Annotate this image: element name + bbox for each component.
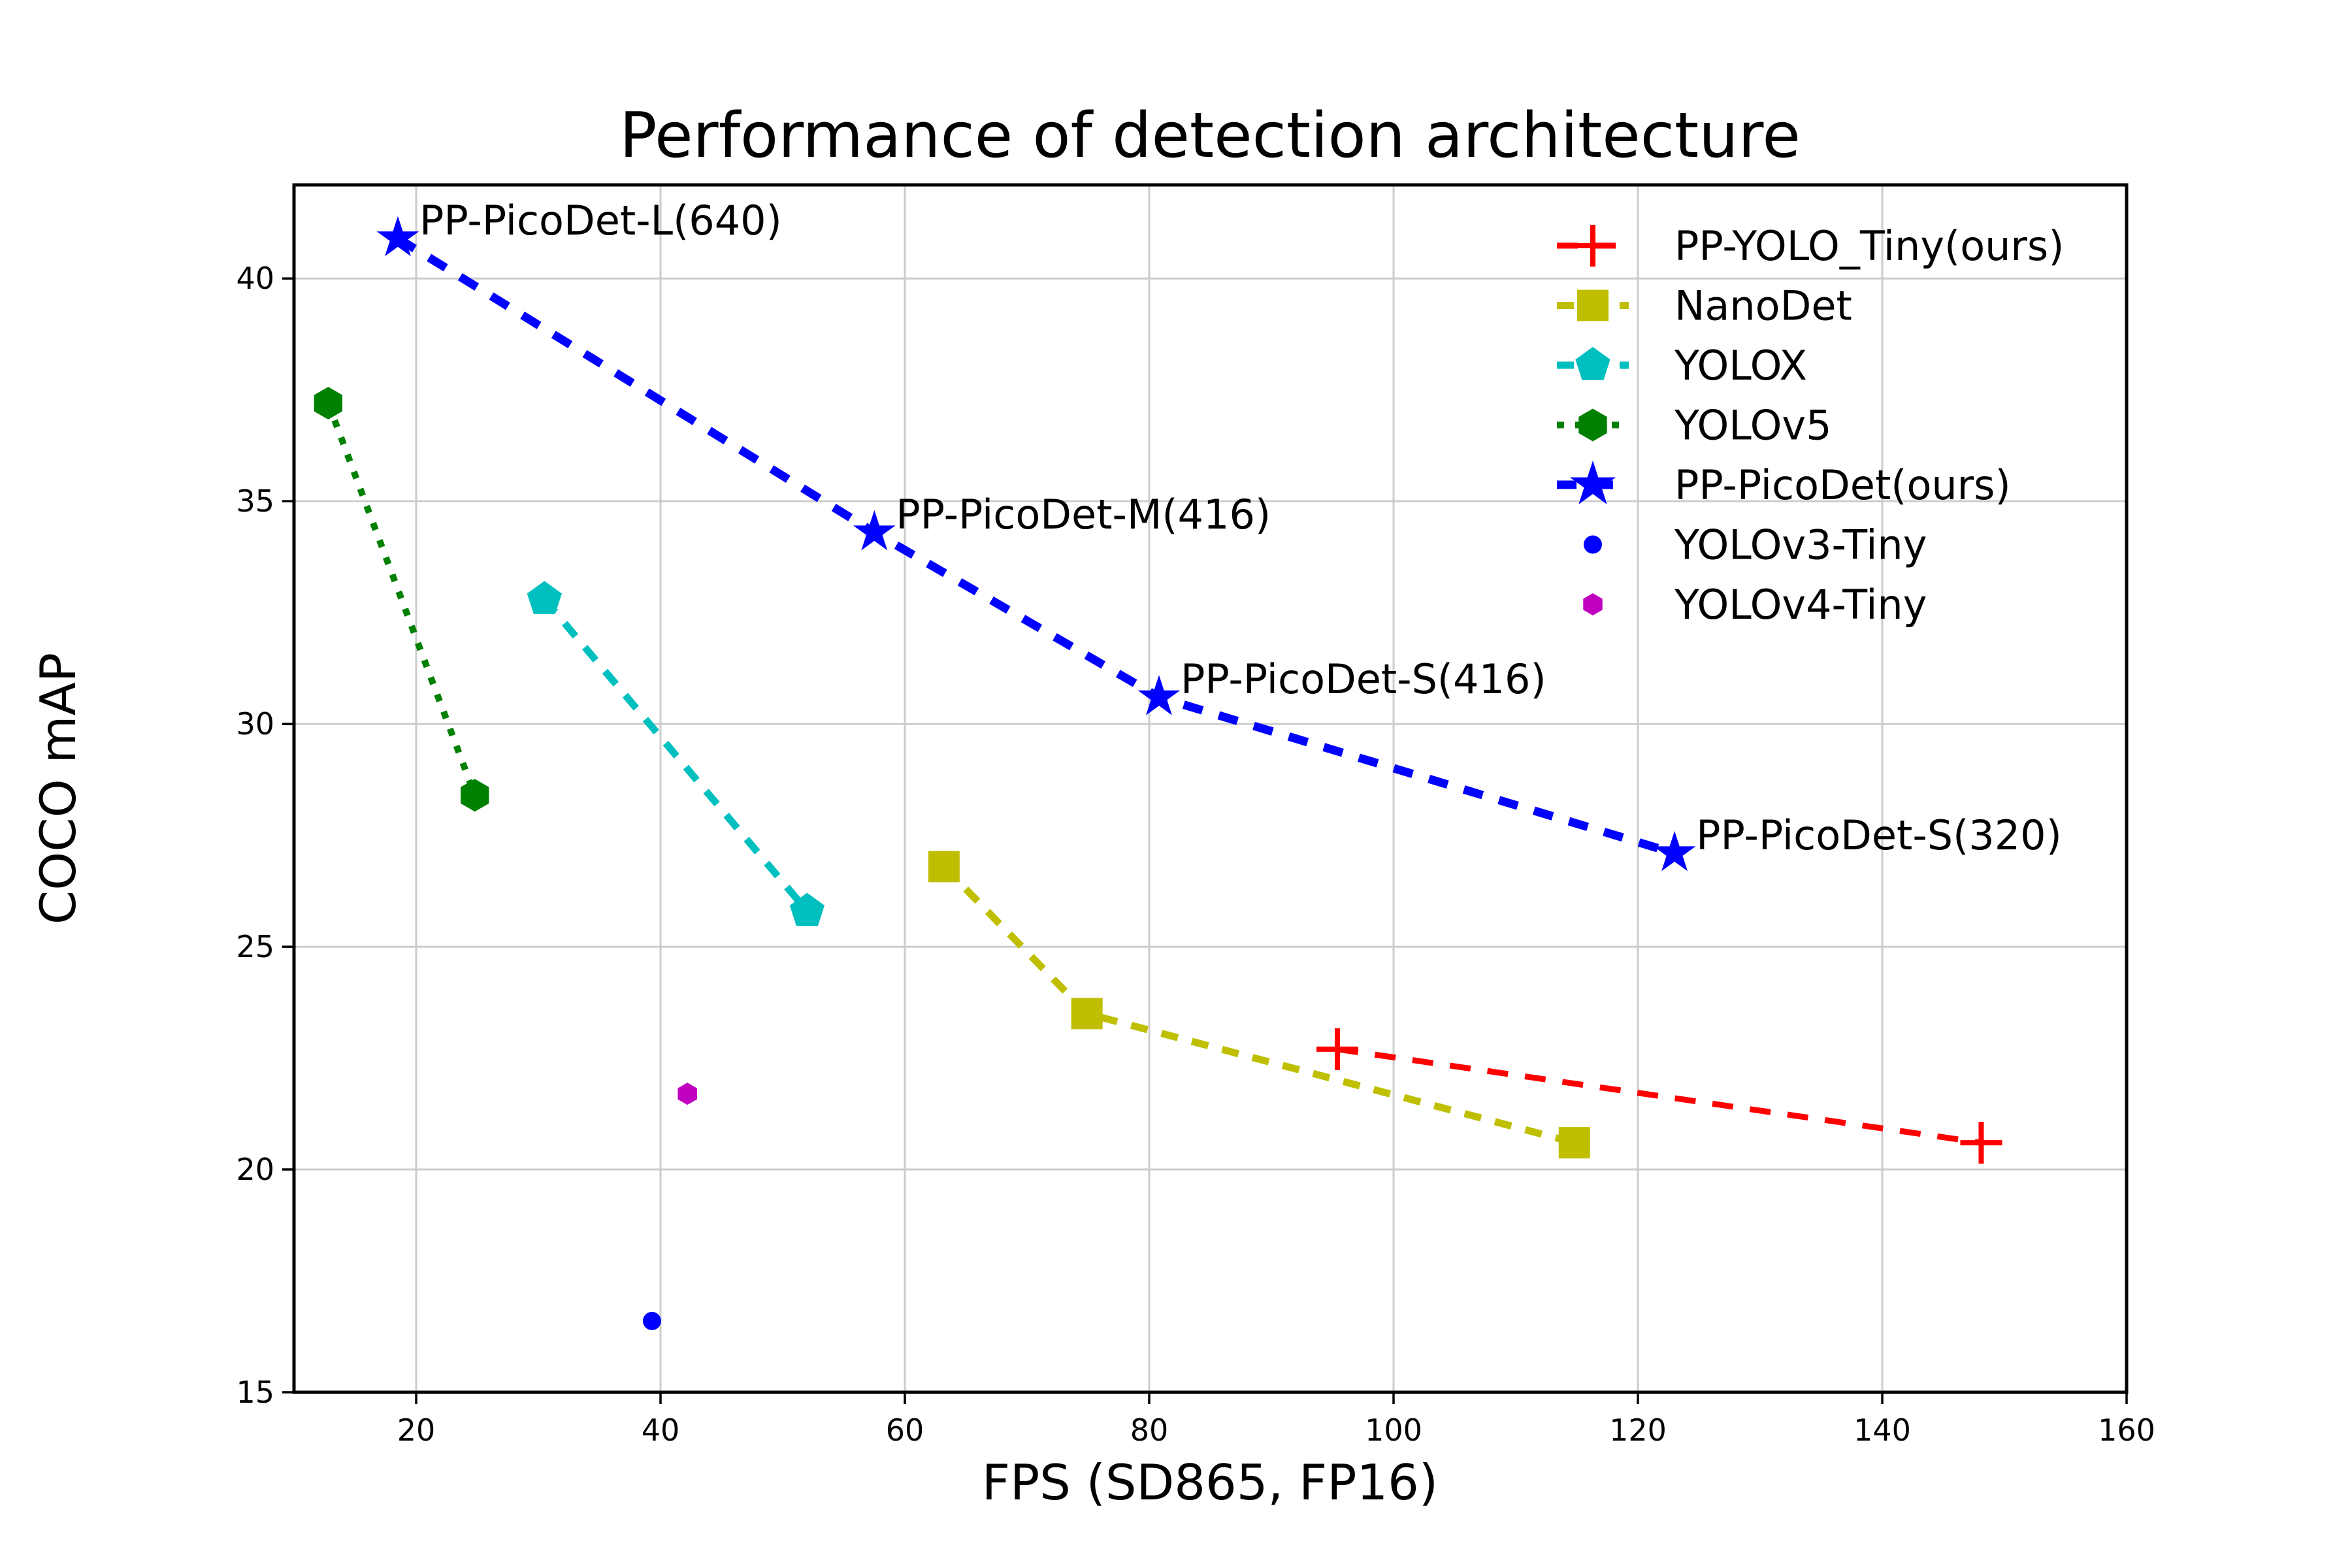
legend-item-NanoDet: NanoDet bbox=[1557, 282, 1852, 330]
series-line bbox=[395, 235, 1676, 858]
legend: PP-YOLO_Tiny(ours) NanoDet YOLOX YOLOv5 PP-P… bbox=[1557, 222, 2064, 629]
plus-marker bbox=[1316, 1028, 1358, 1070]
series-line bbox=[325, 402, 478, 796]
legend-item-YOLOv3-Tiny: YOLOv3-Tiny bbox=[1584, 521, 1927, 569]
annotation-PP-PicoDet-M(416): PP-PicoDet-M(416) bbox=[896, 491, 1271, 538]
square-marker bbox=[1071, 998, 1103, 1030]
legend-item-PP-YOLO_Tiny(ours): PP-YOLO_Tiny(ours) bbox=[1557, 222, 2064, 270]
y-tick-label: 35 bbox=[236, 483, 274, 519]
series-line bbox=[941, 864, 1576, 1147]
annotation-PP-PicoDet-S(320): PP-PicoDet-S(320) bbox=[1696, 811, 2062, 859]
series-YOLOv4-Tiny bbox=[678, 1083, 697, 1105]
x-tick-label: 80 bbox=[1130, 1413, 1169, 1448]
grid-layer bbox=[294, 185, 2127, 1392]
star-marker bbox=[1653, 830, 1696, 872]
series-YOLOX bbox=[527, 581, 825, 926]
annotation-layer: PP-PicoDet-L(640) PP-PicoDet-M(416) PP-Pic… bbox=[419, 197, 2062, 859]
legend-label: YOLOX bbox=[1674, 342, 1807, 389]
hexagon-icon bbox=[1578, 408, 1607, 442]
tick-layer: 20 40 60 80 100 120 140 160 15 20 25 30 35 40 bbox=[236, 261, 2155, 1448]
star-marker bbox=[1137, 675, 1181, 715]
hexagon-marker bbox=[678, 1083, 697, 1105]
star-marker bbox=[376, 216, 419, 257]
x-tick-label: 40 bbox=[642, 1413, 680, 1448]
hexagon-marker bbox=[314, 387, 342, 420]
plot-border bbox=[292, 183, 2129, 1394]
legend-item-YOLOX: YOLOX bbox=[1557, 342, 1807, 389]
square-marker bbox=[928, 851, 960, 883]
legend-label: YOLOv5 bbox=[1674, 402, 1832, 449]
star-marker bbox=[853, 510, 896, 551]
star-icon bbox=[1569, 461, 1616, 504]
series-line bbox=[542, 596, 810, 914]
series-NanoDet bbox=[928, 851, 1590, 1159]
x-tick-label: 140 bbox=[1854, 1413, 1911, 1448]
y-tick-label: 20 bbox=[236, 1152, 274, 1187]
pentagon-marker bbox=[527, 581, 562, 614]
series-PP-YOLO_Tiny(ours) bbox=[1316, 1028, 2002, 1164]
series-PP-PicoDet(ours) bbox=[376, 216, 1696, 872]
y-axis-label: COCO mAP bbox=[29, 653, 87, 924]
series-layer bbox=[314, 216, 2002, 1330]
hexagon-icon bbox=[1583, 593, 1603, 615]
x-tick-label: 120 bbox=[1609, 1413, 1667, 1448]
legend-label: YOLOv3-Tiny bbox=[1674, 521, 1927, 569]
circle-icon bbox=[1584, 535, 1602, 554]
legend-item-YOLOv4-Tiny: YOLOv4-Tiny bbox=[1583, 581, 1927, 629]
y-tick-label: 40 bbox=[236, 261, 274, 296]
series-YOLOv5 bbox=[314, 387, 489, 812]
annotation-PP-PicoDet-S(416): PP-PicoDet-S(416) bbox=[1181, 655, 1546, 703]
pentagon-icon bbox=[1575, 347, 1610, 380]
legend-label: NanoDet bbox=[1674, 282, 1852, 330]
legend-label: YOLOv4-Tiny bbox=[1674, 581, 1927, 629]
y-tick-label: 30 bbox=[236, 706, 274, 742]
series-line bbox=[1337, 1046, 1982, 1146]
annotation-PP-PicoDet-L(640): PP-PicoDet-L(640) bbox=[419, 197, 782, 244]
x-tick-label: 60 bbox=[886, 1413, 924, 1448]
x-tick-label: 100 bbox=[1365, 1413, 1422, 1448]
x-axis-label: FPS (SD865, FP16) bbox=[982, 1454, 1438, 1511]
y-tick-label: 15 bbox=[236, 1375, 274, 1410]
x-tick-label: 160 bbox=[2098, 1413, 2155, 1448]
square-marker bbox=[1558, 1127, 1590, 1159]
circle-marker bbox=[642, 1311, 661, 1330]
x-tick-label: 20 bbox=[397, 1413, 436, 1448]
legend-label: PP-PicoDet(ours) bbox=[1674, 461, 2011, 509]
y-tick-label: 25 bbox=[236, 929, 274, 964]
legend-item-YOLOv5: YOLOv5 bbox=[1557, 402, 1832, 449]
hexagon-marker bbox=[461, 779, 489, 812]
chart-title: Performance of detection architecture bbox=[619, 100, 1801, 172]
legend-label: PP-YOLO_Tiny(ours) bbox=[1674, 222, 2064, 270]
series-YOLOv3-Tiny bbox=[642, 1311, 661, 1330]
plus-icon bbox=[1572, 225, 1614, 267]
pentagon-marker bbox=[789, 892, 825, 926]
square-icon bbox=[1577, 289, 1609, 321]
legend-item-PP-PicoDet(ours): PP-PicoDet(ours) bbox=[1557, 461, 2011, 509]
plus-marker bbox=[1960, 1122, 2002, 1164]
